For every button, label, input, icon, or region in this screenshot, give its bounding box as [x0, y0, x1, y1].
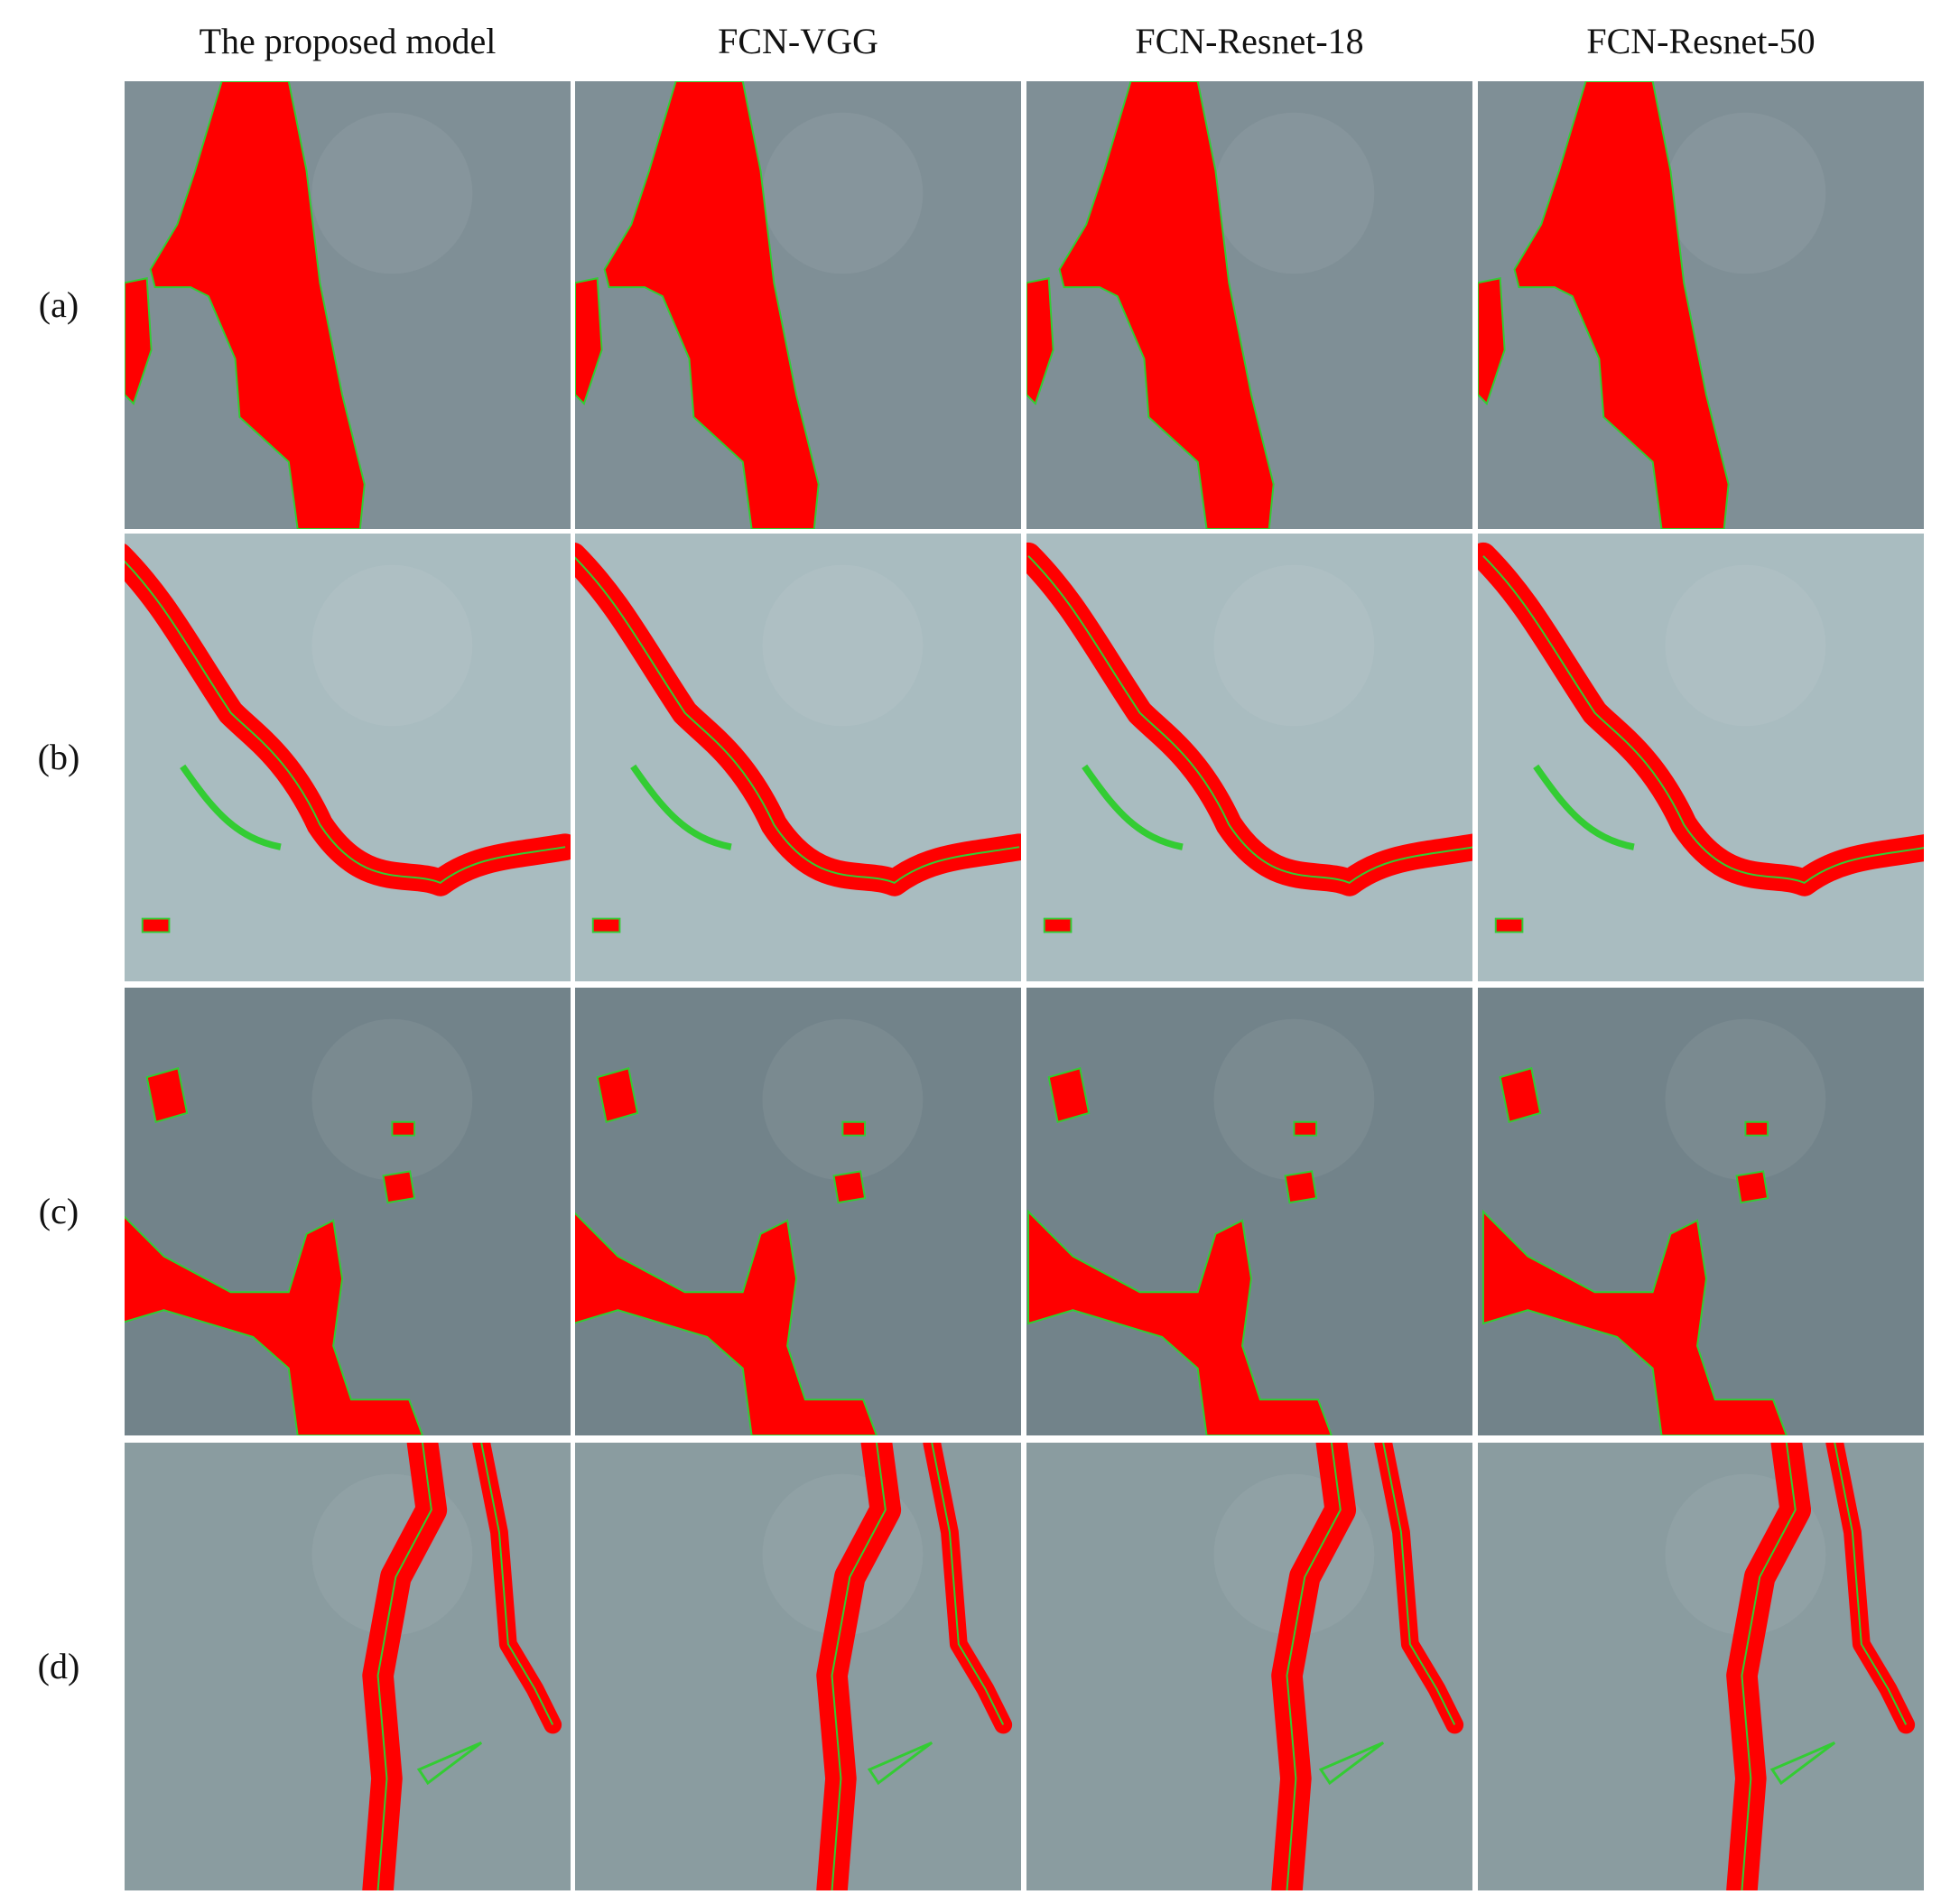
result-image: [575, 534, 1021, 981]
result-image: [575, 81, 1021, 529]
result-image: [1026, 1443, 1472, 1890]
row-label: (d): [37, 1646, 80, 1686]
column-header: The proposed model: [199, 21, 497, 61]
result-image: [1026, 534, 1472, 981]
result-image: [1478, 1443, 1924, 1890]
result-image: [1478, 534, 1924, 981]
column-header: FCN-Resnet-50: [1586, 21, 1816, 61]
result-image: [575, 988, 1021, 1435]
row-label: (c): [38, 1191, 79, 1231]
result-image: [1478, 988, 1924, 1435]
column-header: FCN-VGG: [718, 21, 878, 61]
result-image: [125, 988, 571, 1435]
result-image: [575, 1443, 1021, 1890]
result-image: [125, 1443, 571, 1890]
row-label: (a): [38, 284, 79, 325]
result-image: [1026, 81, 1472, 529]
result-image: [1478, 81, 1924, 529]
row-label: (b): [37, 737, 80, 777]
result-image: [125, 81, 571, 529]
result-image: [125, 534, 571, 981]
column-header: FCN-Resnet-18: [1135, 21, 1364, 61]
result-image: [1026, 988, 1472, 1435]
